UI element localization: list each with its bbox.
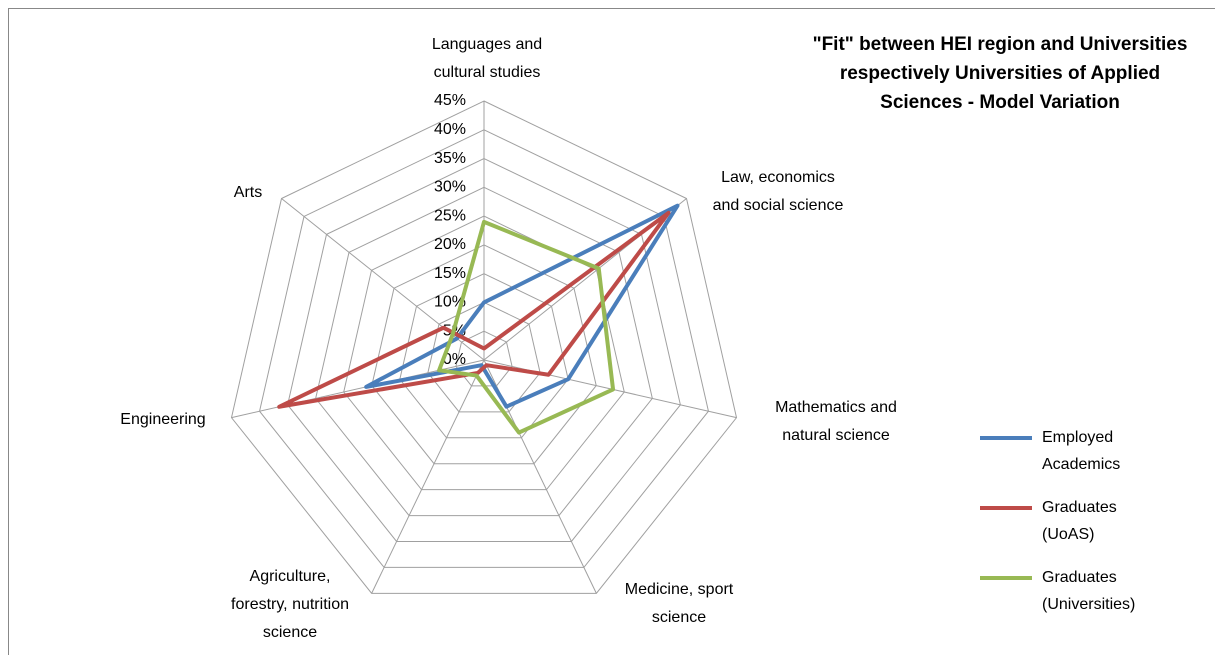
category-label: Arts — [234, 184, 262, 201]
grid-ring — [371, 244, 597, 465]
category-label: Mathematics and — [775, 399, 897, 416]
category-label: Languages and — [432, 36, 542, 53]
series-line — [277, 210, 671, 409]
y-tick-label: 45% — [434, 92, 466, 109]
y-tick-label: 30% — [434, 179, 466, 196]
legend-label: Graduates (Universities) — [1042, 569, 1136, 613]
grid-ring — [259, 129, 709, 568]
category-label: and social science — [713, 197, 844, 214]
y-tick-label: 20% — [434, 236, 466, 253]
y-tick-label: 0% — [443, 351, 466, 368]
category-label: Agriculture, — [250, 568, 331, 585]
legend-label: Graduates (UoAS) — [1042, 499, 1117, 543]
category-label: natural science — [782, 427, 890, 444]
legend-label: Employed Academics — [1042, 429, 1121, 473]
category-label: Law, economics — [721, 169, 835, 186]
category-label: science — [652, 609, 706, 626]
grid-ring — [230, 100, 738, 594]
category-label: Engineering — [120, 411, 205, 428]
y-tick-label: 10% — [434, 294, 466, 311]
grid-ring — [315, 186, 653, 517]
y-tick-label: 35% — [434, 150, 466, 167]
grid-ring — [399, 273, 569, 439]
grid-ring — [287, 158, 681, 542]
series-line — [437, 219, 616, 435]
spoke — [371, 359, 485, 594]
y-tick-label: 25% — [434, 207, 466, 224]
chart-title: "Fit" between HEI region and Universitie… — [812, 34, 1188, 113]
category-label: cultural studies — [434, 64, 541, 81]
y-tick-label: 15% — [434, 265, 466, 282]
category-label: science — [263, 624, 317, 641]
series-line — [364, 203, 680, 409]
category-label: Medicine, sport — [625, 581, 734, 598]
category-label: forestry, nutrition — [231, 596, 349, 613]
y-tick-label: 40% — [434, 121, 466, 138]
frame — [8, 8, 1215, 655]
